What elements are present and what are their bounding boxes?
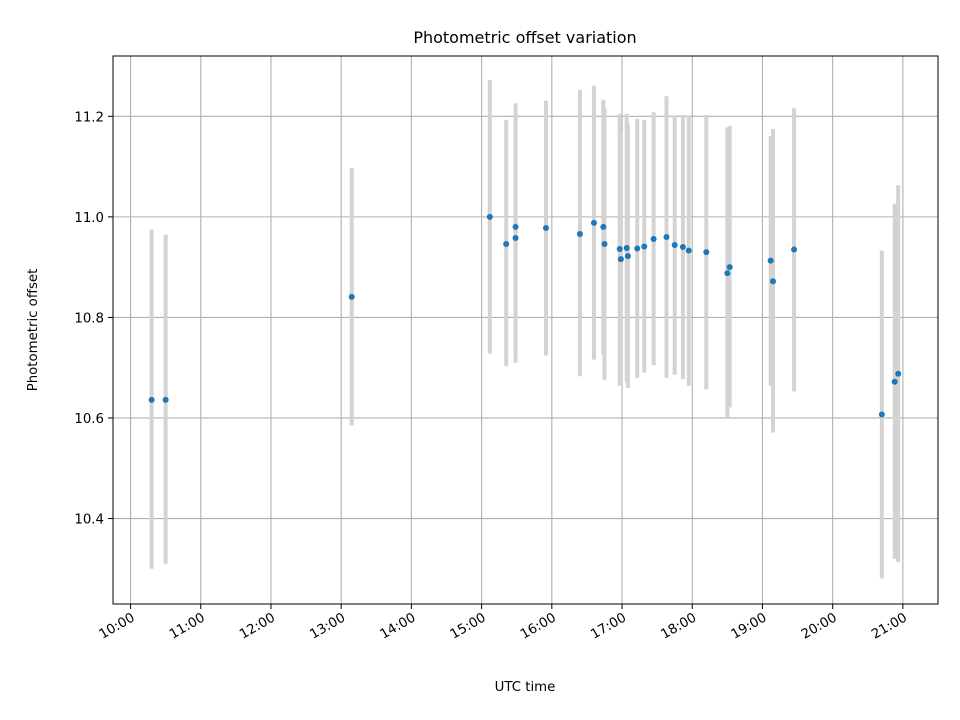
data-point [348,293,355,300]
data-point [703,249,710,256]
data-point [576,230,583,237]
data-point [624,253,631,260]
data-point [663,233,670,240]
data-point [600,223,607,230]
data-point [148,396,155,403]
data-points [148,213,902,418]
data-point [542,224,549,231]
y-axis: 10.4 10.6 10.8 11.0 11.2 [74,110,113,528]
data-point [617,256,624,263]
y-tick-label: 11.2 [74,110,104,125]
y-tick-label: 10.4 [74,513,104,528]
data-point [512,234,519,241]
plot-area-frame [112,55,939,605]
data-point [679,244,686,251]
data-point [770,278,776,285]
data-point [671,242,678,249]
data-point [486,213,493,220]
data-point [650,236,657,243]
data-point [590,219,597,226]
data-point [503,241,510,248]
y-tick-label: 10.8 [74,311,104,326]
data-point [616,246,623,253]
data-point [601,241,608,248]
data-point [878,411,885,418]
x-axis-label: UTC time [495,680,556,695]
data-point [685,247,692,254]
y-tick-label: 10.6 [74,412,104,427]
y-axis-label: Photometric offset [26,269,41,392]
data-point [162,396,169,403]
data-point [767,257,774,264]
data-point [512,223,519,230]
chart-title: Photometric offset variation [413,28,636,47]
data-point [891,378,898,385]
data-point [623,245,630,252]
data-point [641,243,648,250]
data-point [791,246,798,253]
data-point [634,245,641,252]
data-point [895,370,902,377]
data-point [724,270,731,277]
y-tick-label: 11.0 [74,211,104,226]
data-point [726,264,733,271]
